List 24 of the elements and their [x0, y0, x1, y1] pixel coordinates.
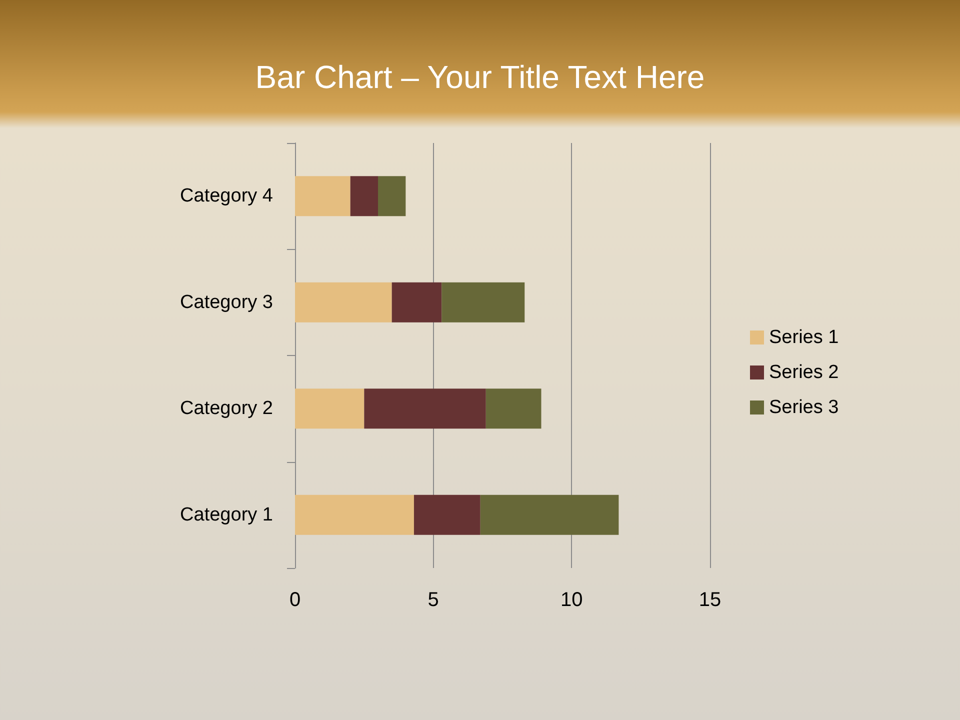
- bar: [378, 176, 406, 216]
- bar: [350, 176, 378, 216]
- bar: [295, 388, 364, 429]
- bar: [295, 176, 350, 216]
- chart-title: Bar Chart – Your Title Text Here: [255, 59, 705, 95]
- y-tick-label: Category 4: [180, 186, 274, 207]
- legend-label: Series 3: [769, 397, 839, 418]
- x-tick-label: 15: [698, 589, 722, 611]
- bar: [364, 388, 486, 429]
- y-tick-label: Category 1: [180, 504, 273, 526]
- bar: [295, 494, 414, 535]
- legend-label: Series 1: [769, 327, 839, 348]
- legend-label: Series 2: [769, 362, 839, 383]
- x-tick-label: 0: [289, 589, 301, 611]
- x-tick-label: 5: [428, 589, 439, 611]
- bar: [392, 282, 442, 322]
- bar: [414, 494, 480, 535]
- bar: [442, 282, 525, 322]
- y-tick-label: Category 3: [180, 292, 273, 313]
- x-tick-label: 10: [560, 589, 583, 611]
- bar: [486, 388, 542, 429]
- bar: [295, 282, 392, 322]
- bar: [480, 494, 619, 535]
- y-tick-label: Category 2: [180, 398, 273, 420]
